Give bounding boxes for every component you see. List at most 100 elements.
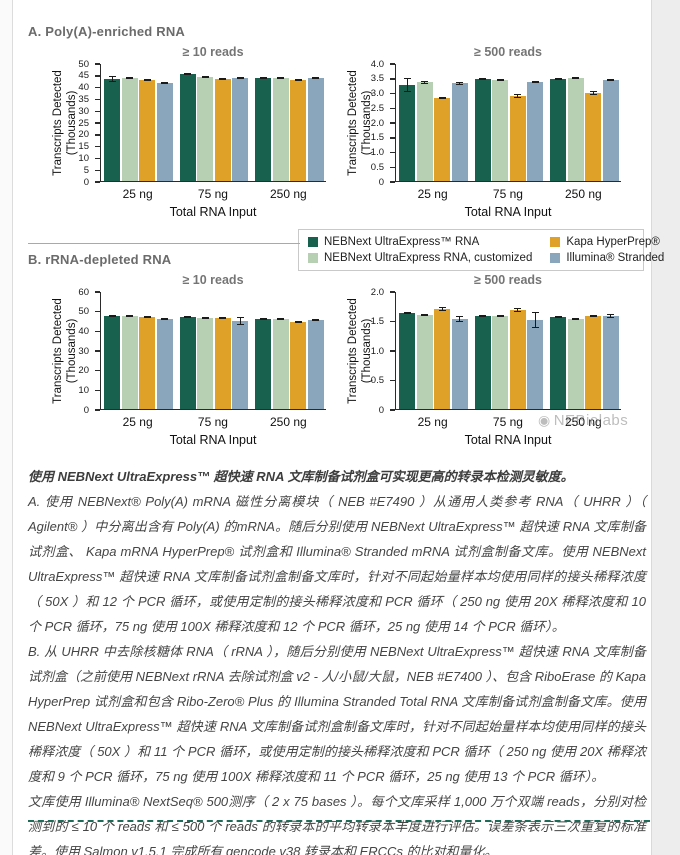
error-bar bbox=[294, 321, 302, 323]
error-bar bbox=[607, 314, 615, 318]
y-tick bbox=[389, 291, 395, 293]
bar bbox=[434, 98, 451, 181]
error-bar bbox=[456, 316, 464, 322]
error-bar bbox=[143, 315, 151, 319]
watermark-logo-icon: ◉ bbox=[538, 412, 551, 428]
error-bar bbox=[403, 78, 411, 92]
bar bbox=[121, 316, 138, 409]
error-bar bbox=[277, 318, 285, 320]
legend-label: NEBNext UltraExpress RNA, customized bbox=[324, 252, 533, 264]
x-category-label: 250 ng bbox=[269, 187, 307, 201]
y-tick bbox=[94, 169, 100, 171]
y-tick bbox=[389, 107, 395, 109]
chart-polya-500reads: ≥ 500 reads Transcripts Detected (Thousand… bbox=[331, 44, 631, 220]
bar bbox=[232, 78, 249, 181]
figure-caption: 使用 NEBNext UltraExpress™ 超快速 RNA 文库制备试剂盒… bbox=[28, 464, 646, 855]
y-tick-label: 10 bbox=[78, 152, 89, 164]
bar bbox=[602, 80, 619, 181]
y-tick-label: 4.0 bbox=[370, 58, 384, 70]
bar bbox=[399, 85, 416, 181]
bar bbox=[492, 80, 509, 181]
bar bbox=[527, 82, 544, 181]
x-category-label: 25 ng bbox=[122, 415, 153, 429]
y-tick-label: 50 bbox=[78, 58, 89, 70]
x-category-label: 25 ng bbox=[417, 187, 448, 201]
y-tick bbox=[389, 409, 395, 411]
section-b-divider bbox=[28, 243, 300, 244]
bar bbox=[139, 317, 156, 409]
error-bar bbox=[201, 317, 209, 319]
page-left-edge bbox=[0, 0, 13, 855]
y-tick bbox=[389, 151, 395, 154]
bar bbox=[416, 82, 433, 181]
y-tick-label: 40 bbox=[78, 82, 89, 94]
legend-label: Kapa HyperPrep® bbox=[566, 236, 660, 248]
bar bbox=[197, 318, 214, 409]
y-tick-label: 0.5 bbox=[370, 161, 384, 173]
y-tick bbox=[389, 137, 395, 139]
error-bar bbox=[496, 314, 504, 318]
caption-title: 使用 NEBNext UltraExpress™ 超快速 RNA 文库制备试剂盒… bbox=[28, 469, 574, 484]
y-tick-label: 2.0 bbox=[370, 117, 384, 129]
bar bbox=[567, 78, 584, 181]
y-tick bbox=[94, 389, 100, 392]
nebiolabs-watermark: ◉ NEBiolabs bbox=[538, 412, 628, 429]
y-tick-label: 30 bbox=[78, 345, 89, 357]
y-tick-label: 3.5 bbox=[370, 73, 384, 85]
bar bbox=[290, 80, 307, 181]
bar bbox=[585, 316, 602, 409]
chart-polya-10reads: ≥ 10 reads Transcripts Detected (Thousands… bbox=[36, 44, 336, 220]
y-tick-label: 0 bbox=[83, 404, 89, 416]
y-tick-label: 2.5 bbox=[370, 102, 384, 114]
y-tick-label: 60 bbox=[78, 286, 89, 298]
error-bar bbox=[514, 307, 522, 313]
x-category-label: 25 ng bbox=[417, 415, 448, 429]
bar bbox=[156, 83, 173, 181]
y-tick bbox=[94, 310, 100, 313]
bar bbox=[416, 315, 433, 409]
x-category-label: 25 ng bbox=[122, 187, 153, 201]
legend-swatch-icon bbox=[308, 237, 318, 247]
error-bar bbox=[126, 315, 134, 317]
y-tick bbox=[389, 320, 395, 323]
bar bbox=[156, 319, 173, 409]
legend-item-2: Kapa HyperPrep® bbox=[550, 236, 664, 248]
y-tick-label: 20 bbox=[78, 129, 89, 141]
y-tick-label: 1.5 bbox=[370, 316, 384, 327]
y-tick-label: 10 bbox=[78, 384, 89, 396]
error-bar bbox=[479, 314, 487, 318]
bar bbox=[451, 319, 468, 409]
y-tick bbox=[94, 350, 100, 352]
error-bar bbox=[589, 91, 597, 95]
error-bar bbox=[554, 315, 562, 319]
error-bar bbox=[496, 78, 504, 82]
plot-area bbox=[389, 63, 621, 183]
y-tick bbox=[389, 379, 395, 382]
bar bbox=[550, 317, 567, 409]
x-category-label: 75 ng bbox=[197, 415, 228, 429]
y-tick-label: 0 bbox=[378, 404, 384, 416]
legend-label: Illumina® Stranded bbox=[566, 252, 665, 264]
error-bar bbox=[219, 317, 227, 319]
x-category-label: 75 ng bbox=[492, 187, 523, 201]
error-bar bbox=[572, 317, 580, 321]
chart-subtitle: ≥ 10 reads bbox=[182, 45, 244, 59]
watermark-text: NEBiolabs bbox=[553, 412, 629, 429]
y-tick bbox=[94, 134, 100, 136]
x-axis-label: Total RNA Input bbox=[464, 433, 552, 447]
error-bar bbox=[421, 80, 429, 84]
y-tick-label: 1.0 bbox=[370, 345, 384, 357]
error-bar bbox=[312, 77, 320, 79]
bar bbox=[602, 316, 619, 409]
section-b-title: B. rRNA-depleted RNA bbox=[28, 252, 172, 267]
bar bbox=[179, 317, 196, 409]
error-bar bbox=[219, 78, 227, 80]
y-tick-label: 50 bbox=[78, 306, 89, 318]
error-bar bbox=[438, 96, 446, 100]
y-tick-label: 30 bbox=[78, 105, 89, 117]
bar bbox=[272, 319, 289, 409]
x-category-label: 250 ng bbox=[564, 415, 602, 429]
bar bbox=[509, 96, 526, 181]
y-tick-label: 5 bbox=[83, 164, 89, 176]
